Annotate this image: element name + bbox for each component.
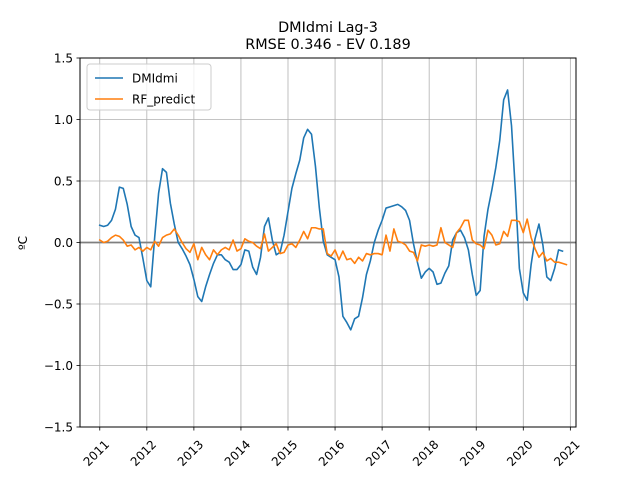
plot-frame xyxy=(79,57,577,428)
y-tick-label: 0.0 xyxy=(54,236,73,250)
series-line-rf-predict xyxy=(98,218,568,266)
y-tick-label: −1.5 xyxy=(44,420,73,434)
x-axis-ticks: 2011 2012 2013 2014 2015 2016 2017 2018 2019 2020… xyxy=(81,427,583,469)
x-tick-label: 2021 xyxy=(551,437,582,468)
x-tick-label: 2017 xyxy=(363,437,394,468)
x-tick-label: 2020 xyxy=(504,437,535,468)
y-tick-label: 1.5 xyxy=(54,51,73,65)
y-tick-label: −0.5 xyxy=(44,297,73,311)
legend-label: DMIdmi xyxy=(132,71,178,85)
y-axis-ticks: −1.5 −1.0 −0.5 0.0 0.5 1.0 1.5 xyxy=(44,51,80,434)
y-tick-label: 0.5 xyxy=(54,174,73,188)
y-tick-label: 1.0 xyxy=(54,113,73,127)
x-tick-label: 2018 xyxy=(410,437,441,468)
x-tick-label: 2012 xyxy=(128,437,159,468)
y-tick-label: −1.0 xyxy=(44,359,73,373)
x-tick-label: 2013 xyxy=(175,437,206,468)
x-tick-label: 2019 xyxy=(457,437,488,468)
x-tick-label: 2015 xyxy=(269,437,300,468)
x-tick-label: 2011 xyxy=(81,437,112,468)
legend: DMIdmi RF_predict xyxy=(86,63,212,111)
y-axis-label: ºC xyxy=(16,236,30,250)
legend-label: RF_predict xyxy=(132,92,195,106)
series-lines xyxy=(98,89,568,331)
chart-title: DMIdmi Lag-3 xyxy=(278,20,378,36)
series-line-dmidmi xyxy=(98,89,564,331)
x-tick-label: 2014 xyxy=(222,437,253,468)
chart-subtitle: RMSE 0.346 - EV 0.189 xyxy=(245,37,410,53)
x-tick-label: 2016 xyxy=(316,437,347,468)
